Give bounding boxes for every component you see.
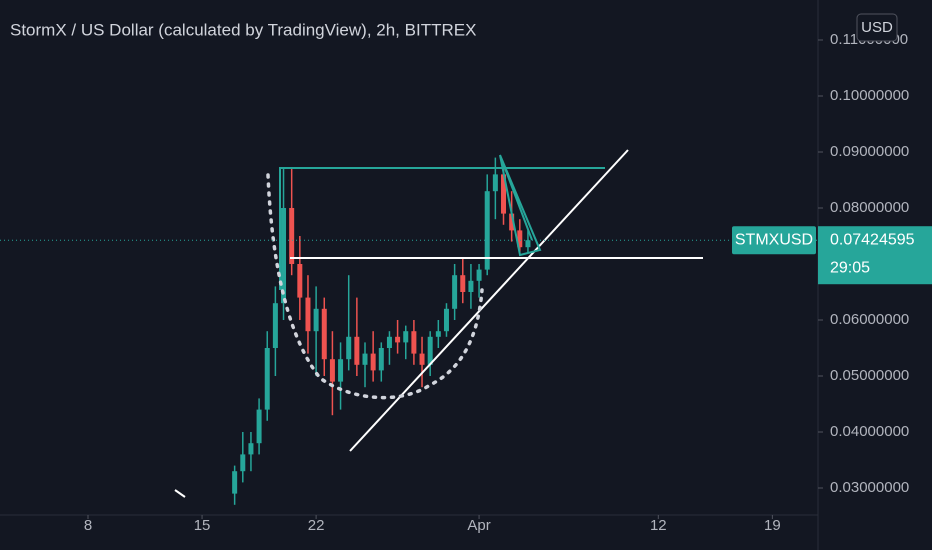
y-tick-label: 0.06000000 xyxy=(830,311,909,328)
candle-body xyxy=(476,269,482,281)
y-tick-label: 0.10000000 xyxy=(830,87,909,104)
candle-body xyxy=(370,353,376,371)
cup-curve xyxy=(266,173,484,400)
y-tick-label: 0.09000000 xyxy=(830,143,909,160)
symbol-label: STMXUSD xyxy=(735,231,813,248)
box-drawing xyxy=(279,167,605,290)
candle-body xyxy=(427,336,433,365)
candle-body xyxy=(501,174,507,214)
axes: 0.03000000 0.04000000 0.05000000 0.06000000… xyxy=(84,31,909,534)
candle-body xyxy=(484,191,490,270)
pennant xyxy=(499,154,542,257)
symbol-tag xyxy=(732,226,816,255)
candle-body xyxy=(256,409,262,444)
candle-body xyxy=(354,336,360,365)
candle-body xyxy=(419,353,425,365)
trendline xyxy=(349,149,629,452)
candle-body xyxy=(305,297,311,332)
candle-body xyxy=(232,471,238,494)
candle-body xyxy=(297,263,303,298)
candle-body xyxy=(468,280,474,292)
candle-body xyxy=(395,336,401,343)
candle-body xyxy=(452,275,458,309)
countdown-label: 29:05 xyxy=(830,259,870,276)
trendline-stub xyxy=(174,489,186,498)
last-price-label: 0.07424595 xyxy=(830,231,915,248)
x-tick-label: Apr xyxy=(467,517,490,534)
candle-body xyxy=(338,359,344,382)
drawings xyxy=(174,149,703,498)
y-tick-label: 0.05000000 xyxy=(830,367,909,384)
currency-label[interactable]: USD xyxy=(861,19,893,36)
candle-body xyxy=(329,359,335,382)
candles xyxy=(232,157,531,505)
candle-body xyxy=(289,207,295,264)
currency-button[interactable] xyxy=(856,13,898,42)
candle-body xyxy=(509,213,515,231)
candle-body xyxy=(272,303,278,349)
candle-body xyxy=(492,174,498,192)
candle-body xyxy=(346,336,352,360)
candle-body xyxy=(313,308,319,332)
x-tick-label: 8 xyxy=(84,517,92,534)
candle-body xyxy=(435,331,441,337)
candle-body xyxy=(403,331,409,343)
candle-body xyxy=(460,275,466,292)
y-tick-label: 0.04000000 xyxy=(830,423,909,440)
x-tick-label: 12 xyxy=(650,517,667,534)
candle-body xyxy=(248,443,254,455)
candle-body xyxy=(240,454,246,472)
candle-body xyxy=(411,331,417,354)
candle-body xyxy=(321,308,327,360)
candle-body xyxy=(378,348,384,371)
candle-body xyxy=(525,240,531,248)
candle-body xyxy=(517,230,523,248)
x-tick-label: 19 xyxy=(764,517,781,534)
y-tick-label: 0.08000000 xyxy=(830,199,909,216)
chart-title: StormX / US Dollar (calculated by Tradin… xyxy=(10,20,476,39)
candle-body xyxy=(362,353,368,365)
x-tick-label: 15 xyxy=(194,517,211,534)
price-tag xyxy=(818,226,932,285)
candle-body xyxy=(281,207,287,304)
x-tick-label: 22 xyxy=(308,517,325,534)
candle-body xyxy=(264,348,270,410)
candle-body xyxy=(386,336,392,349)
y-tick-label: 0.03000000 xyxy=(830,479,909,496)
candle-body xyxy=(443,308,449,332)
